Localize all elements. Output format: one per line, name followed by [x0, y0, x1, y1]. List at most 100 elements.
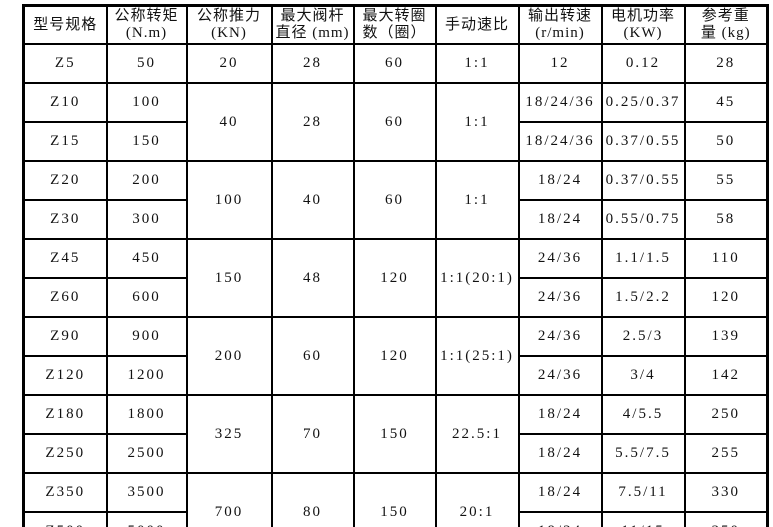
- cell-model: Z60: [22, 277, 108, 318]
- cell-torque: 200: [105, 160, 188, 201]
- cell-output-speed: 12: [517, 43, 603, 84]
- cell-output-speed: 24/36: [517, 238, 603, 279]
- cell-motor-power: 2.5/3: [600, 316, 686, 357]
- header-ref-weight-label: 参考重: [701, 8, 750, 24]
- cell-ref-weight: 350: [683, 511, 769, 527]
- cell-stem-diameter: 28: [270, 43, 355, 84]
- table-row: Z15 150 18/24/36 0.37/0.55 50: [22, 121, 769, 162]
- cell-manual-ratio: 20:1: [434, 472, 520, 527]
- table-row: Z20 200 100 40 60 1:1 18/24 0.37/0.55 55: [22, 160, 769, 240]
- cell-motor-power: 0.37/0.55: [600, 121, 686, 162]
- cell-thrust: 100: [185, 160, 273, 240]
- cell-model: Z90: [22, 316, 108, 357]
- cell-torque: 150: [105, 121, 188, 162]
- cell-manual-ratio: 22.5:1: [434, 394, 520, 474]
- header-stem-diameter: 最大阀杆 直径 (mm): [270, 4, 355, 45]
- cell-thrust: 200: [185, 316, 273, 396]
- header-torque-unit: (N.m): [125, 25, 168, 41]
- table-row: Z120 1200 24/36 3/4 142: [22, 355, 769, 396]
- header-motor-power: 电机功率 (KW): [600, 4, 686, 45]
- cell-torque: 100: [105, 82, 188, 123]
- cell-motor-power: 11/15: [600, 511, 686, 527]
- cell-output-speed: 18/24: [517, 160, 603, 201]
- cell-manual-ratio: 1:1: [434, 82, 520, 162]
- cell-thrust: 20: [185, 43, 273, 84]
- cell-model: Z250: [22, 433, 108, 474]
- header-output-speed-label: 输出转速: [527, 8, 592, 24]
- header-stem-diameter-unit: 直径 (mm): [275, 25, 350, 41]
- cell-ref-weight: 142: [683, 355, 769, 396]
- cell-ref-weight: 139: [683, 316, 769, 357]
- cell-torque: 1200: [105, 355, 188, 396]
- header-max-turns: 最大转圈 数（圈）: [352, 4, 437, 45]
- table-row: Z60 600 24/36 1.5/2.2 120: [22, 277, 769, 318]
- cell-thrust: 700: [185, 472, 273, 527]
- cell-motor-power: 0.55/0.75: [600, 199, 686, 240]
- cell-output-speed: 18/24: [517, 394, 603, 435]
- header-torque-label: 公称转矩: [114, 8, 179, 24]
- cell-model: Z350: [22, 472, 108, 513]
- cell-max-turns: 60: [352, 43, 437, 84]
- cell-motor-power: 0.12: [600, 43, 686, 84]
- cell-torque: 300: [105, 199, 188, 240]
- cell-model: Z45: [22, 238, 108, 279]
- cell-stem-diameter: 48: [270, 238, 355, 318]
- cell-model: Z500: [22, 511, 108, 527]
- cell-model: Z180: [22, 394, 108, 435]
- cell-ref-weight: 58: [683, 199, 769, 240]
- cell-torque: 3500: [105, 472, 188, 513]
- cell-torque: 600: [105, 277, 188, 318]
- spec-table: 型号规格 公称转矩 (N.m) 公称推力 (KN) 最大阀杆 直径 (mm) 最大转圈…: [22, 4, 769, 527]
- cell-output-speed: 18/24/36: [517, 82, 603, 123]
- header-stem-diameter-label: 最大阀杆: [280, 8, 345, 24]
- cell-ref-weight: 110: [683, 238, 769, 279]
- cell-ref-weight: 28: [683, 43, 769, 84]
- cell-max-turns: 60: [352, 160, 437, 240]
- cell-torque: 1800: [105, 394, 188, 435]
- cell-torque: 2500: [105, 433, 188, 474]
- cell-motor-power: 1.1/1.5: [600, 238, 686, 279]
- cell-ref-weight: 120: [683, 277, 769, 318]
- cell-torque: 5000: [105, 511, 188, 527]
- cell-stem-diameter: 40: [270, 160, 355, 240]
- cell-model: Z20: [22, 160, 108, 201]
- header-motor-power-label: 电机功率: [610, 8, 675, 24]
- cell-output-speed: 24/36: [517, 316, 603, 357]
- cell-motor-power: 0.37/0.55: [600, 160, 686, 201]
- cell-max-turns: 150: [352, 472, 437, 527]
- table-row: Z500 5000 18/24 11/15 350: [22, 511, 769, 527]
- cell-output-speed: 18/24: [517, 472, 603, 513]
- header-manual-ratio-label: 手动速比: [444, 16, 509, 33]
- header-torque: 公称转矩 (N.m): [105, 4, 188, 45]
- cell-manual-ratio: 1:1(25:1): [434, 316, 520, 396]
- cell-output-speed: 18/24: [517, 199, 603, 240]
- table-row: Z180 1800 325 70 150 22.5:1 18/24 4/5.5 …: [22, 394, 769, 474]
- header-thrust-unit: (KN): [211, 25, 247, 41]
- header-ref-weight: 参考重量 (kg): [683, 4, 769, 45]
- header-thrust: 公称推力 (KN): [185, 4, 273, 45]
- cell-max-turns: 150: [352, 394, 437, 474]
- header-row: 型号规格 公称转矩 (N.m) 公称推力 (KN) 最大阀杆 直径 (mm) 最大转圈…: [22, 4, 769, 45]
- cell-model: Z120: [22, 355, 108, 396]
- cell-torque: 900: [105, 316, 188, 357]
- cell-manual-ratio: 1:1: [434, 43, 520, 84]
- header-thrust-label: 公称推力: [196, 8, 261, 24]
- cell-thrust: 150: [185, 238, 273, 318]
- cell-model: Z5: [22, 43, 108, 84]
- table-row: Z30 300 18/24 0.55/0.75 58: [22, 199, 769, 240]
- cell-output-speed: 24/36: [517, 355, 603, 396]
- cell-output-speed: 18/24: [517, 511, 603, 527]
- cell-stem-diameter: 80: [270, 472, 355, 527]
- header-ref-weight-unit: 量 (kg): [700, 25, 751, 41]
- header-output-speed-unit: (r/min): [535, 25, 585, 41]
- table-row: Z10 100 40 28 60 1:1 18/24/36 0.25/0.37 …: [22, 82, 769, 162]
- cell-max-turns: 120: [352, 238, 437, 318]
- cell-ref-weight: 55: [683, 160, 769, 201]
- cell-manual-ratio: 1:1: [434, 160, 520, 240]
- header-manual-ratio: 手动速比: [434, 4, 520, 45]
- cell-torque: 450: [105, 238, 188, 279]
- cell-output-speed: 18/24: [517, 433, 603, 474]
- cell-ref-weight: 50: [683, 121, 769, 162]
- cell-torque: 50: [105, 43, 188, 84]
- cell-thrust: 40: [185, 82, 273, 162]
